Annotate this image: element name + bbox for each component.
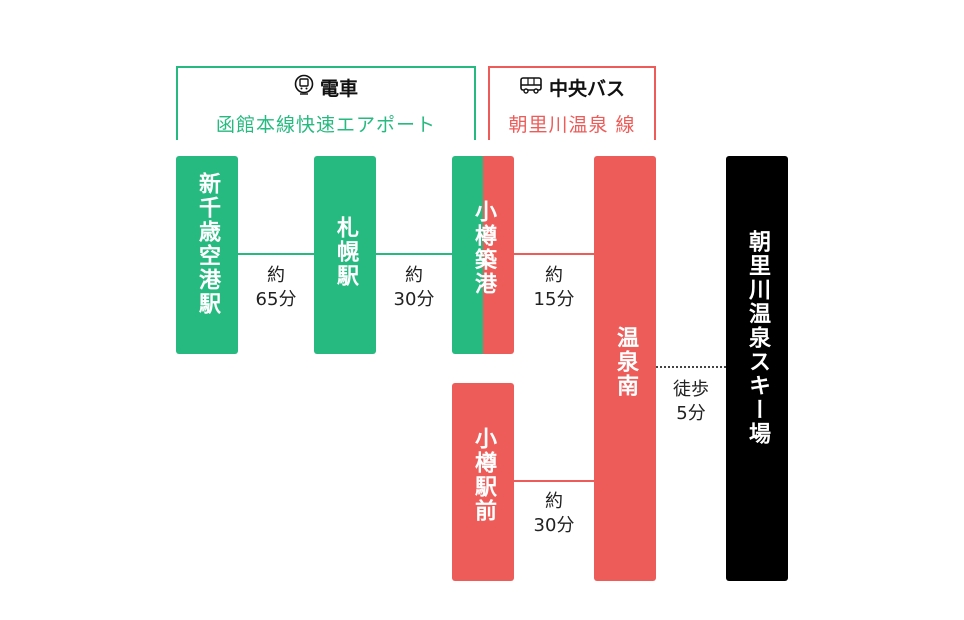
bus-label: 中央バス bbox=[548, 78, 625, 100]
duration-time: 15分 bbox=[533, 289, 575, 310]
station-onsen-minami: 温泉南 bbox=[594, 156, 656, 581]
duration-approx: 約 bbox=[267, 265, 285, 286]
duration-approx: 約 bbox=[545, 265, 563, 286]
duration-chikko-onsen: 約 15分 bbox=[520, 264, 588, 312]
connector-otaru-onsen bbox=[514, 480, 594, 482]
station-otaru-chikko-label: 小樽築港 bbox=[471, 200, 496, 296]
station-sapporo: 札幌駅 bbox=[314, 156, 376, 354]
train-line-name: 函館本線快速エアポート bbox=[215, 114, 436, 136]
station-otaru-ekimae-label: 小樽駅前 bbox=[471, 427, 496, 523]
connector-sapporo-chikko bbox=[376, 253, 452, 255]
bus-legend-title: 中央バス bbox=[490, 74, 654, 101]
duration-time: 5分 bbox=[676, 403, 706, 424]
duration-approx: 約 bbox=[405, 265, 423, 286]
connector-walk bbox=[656, 366, 726, 368]
connector-chikko-onsen bbox=[514, 253, 594, 255]
station-otaru-ekimae: 小樽駅前 bbox=[452, 383, 514, 581]
connector-chitose-sapporo bbox=[238, 253, 314, 255]
bus-icon bbox=[519, 75, 543, 100]
duration-approx: 約 bbox=[545, 491, 563, 512]
duration-time: 30分 bbox=[533, 515, 575, 536]
duration-walk: 徒歩 5分 bbox=[658, 378, 724, 426]
station-new-chitose: 新千歳空港駅 bbox=[176, 156, 238, 354]
train-icon bbox=[294, 74, 314, 101]
station-otaru-chikko: 小樽築港 bbox=[452, 156, 514, 354]
station-onsen-minami-label: 温泉南 bbox=[613, 326, 638, 398]
duration-chitose-sapporo: 約 65分 bbox=[242, 264, 310, 312]
station-new-chitose-label: 新千歳空港駅 bbox=[195, 172, 220, 316]
train-legend-title: 電車 bbox=[178, 74, 474, 101]
duration-time: 30分 bbox=[393, 289, 435, 310]
station-sapporo-label: 札幌駅 bbox=[333, 216, 358, 288]
duration-time: 65分 bbox=[255, 289, 297, 310]
train-legend: 電車 函館本線快速エアポート bbox=[176, 66, 476, 140]
bus-line-name: 朝里川温泉 線 bbox=[508, 114, 636, 136]
bus-legend: 中央バス 朝里川温泉 線 bbox=[488, 66, 656, 140]
duration-otaru-onsen: 約 30分 bbox=[520, 490, 588, 538]
station-ski-resort: 朝里川温泉スキー場 bbox=[726, 156, 788, 581]
station-ski-resort-label: 朝里川温泉スキー場 bbox=[745, 230, 770, 446]
duration-sapporo-chikko: 約 30分 bbox=[380, 264, 448, 312]
duration-approx: 徒歩 bbox=[673, 379, 709, 400]
train-label: 電車 bbox=[319, 78, 358, 100]
